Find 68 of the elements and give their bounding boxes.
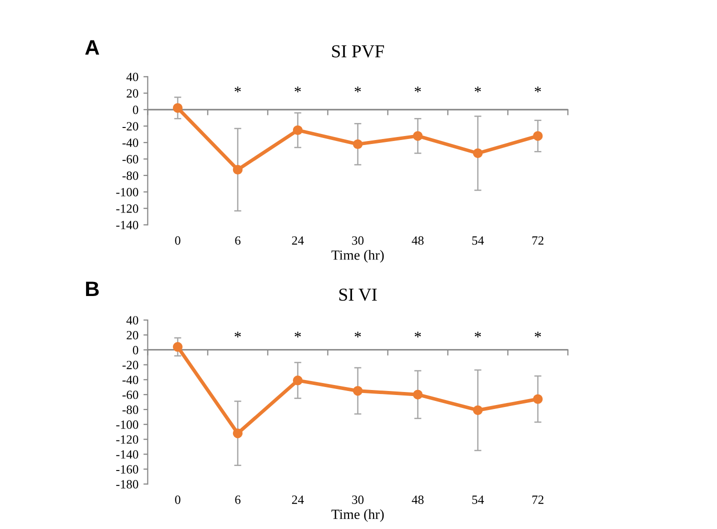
y-tick-label: 40 [126, 316, 138, 325]
y-tick-label: -40 [122, 376, 138, 384]
y-tick-label: 0 [132, 346, 138, 354]
chart-title: SI PVF [332, 45, 384, 58]
text: B [86, 282, 99, 296]
point [232, 428, 243, 438]
y-tick-label: 20 [126, 330, 138, 340]
y-tick-label: -80 [122, 406, 138, 414]
x-tick-label: 24 [292, 236, 304, 245]
x-tick-label: 0 [175, 496, 180, 504]
y-tick-label: 0 [132, 106, 138, 114]
point [532, 394, 543, 404]
x-axis-title: Time (hr) [331, 250, 384, 263]
x-tick-label: 30 [352, 496, 364, 504]
x-tick-label: 54 [472, 236, 484, 245]
annotation: * [234, 86, 241, 92]
y-tick-label: 20 [126, 89, 138, 98]
point [472, 148, 483, 158]
point [352, 386, 363, 396]
y-tick-label: -80 [122, 171, 138, 180]
x-tick-label: 72 [532, 496, 544, 504]
x-tick-label: 54 [472, 496, 484, 504]
y-tick-label: -160 [116, 465, 138, 474]
y-tick-label: -60 [122, 390, 138, 400]
x-tick-label: 48 [412, 496, 424, 504]
chart-title: SI VI [339, 288, 377, 301]
annotation: * [474, 332, 481, 338]
point [472, 405, 483, 416]
annotation: * [354, 332, 361, 338]
x-tick-label: 24 [292, 496, 304, 504]
y-tick-label: -140 [116, 450, 138, 459]
x-tick-label: 6 [235, 236, 240, 245]
point [292, 376, 303, 386]
annotation: * [294, 332, 301, 338]
point [172, 342, 183, 352]
y-tick-label: -120 [116, 204, 138, 213]
x-tick-label: 6 [235, 496, 240, 504]
y-tick-label: -60 [122, 155, 138, 164]
x-axis-title: Time (hr) [331, 509, 384, 522]
y-tick-label: -20 [122, 360, 138, 370]
point [232, 164, 243, 175]
point [412, 131, 423, 141]
y-tick-label: -180 [116, 480, 138, 488]
annotation: * [354, 86, 361, 92]
x-tick-label: 48 [412, 236, 424, 245]
text: A [85, 40, 100, 55]
point [352, 139, 363, 150]
x-tick-label: 0 [175, 236, 180, 245]
y-tick-label: -40 [122, 138, 138, 147]
y-tick-label: -120 [116, 435, 138, 444]
annotation: * [414, 332, 421, 338]
point [172, 103, 183, 113]
annotation: * [534, 332, 541, 338]
annotation: * [294, 86, 301, 92]
y-tick-label: -100 [116, 188, 138, 196]
point [292, 125, 303, 136]
point [532, 131, 543, 141]
annotation: * [474, 86, 481, 92]
y-tick-label: -100 [116, 420, 138, 429]
y-tick-label: -20 [122, 122, 138, 131]
point [412, 390, 423, 400]
annotation: * [234, 332, 241, 338]
y-tick-label: -140 [116, 220, 138, 230]
annotation: * [534, 86, 541, 92]
y-tick-label: 40 [126, 72, 138, 82]
x-tick-label: 30 [352, 236, 364, 245]
x-tick-label: 72 [532, 236, 544, 245]
annotation: * [414, 86, 421, 92]
